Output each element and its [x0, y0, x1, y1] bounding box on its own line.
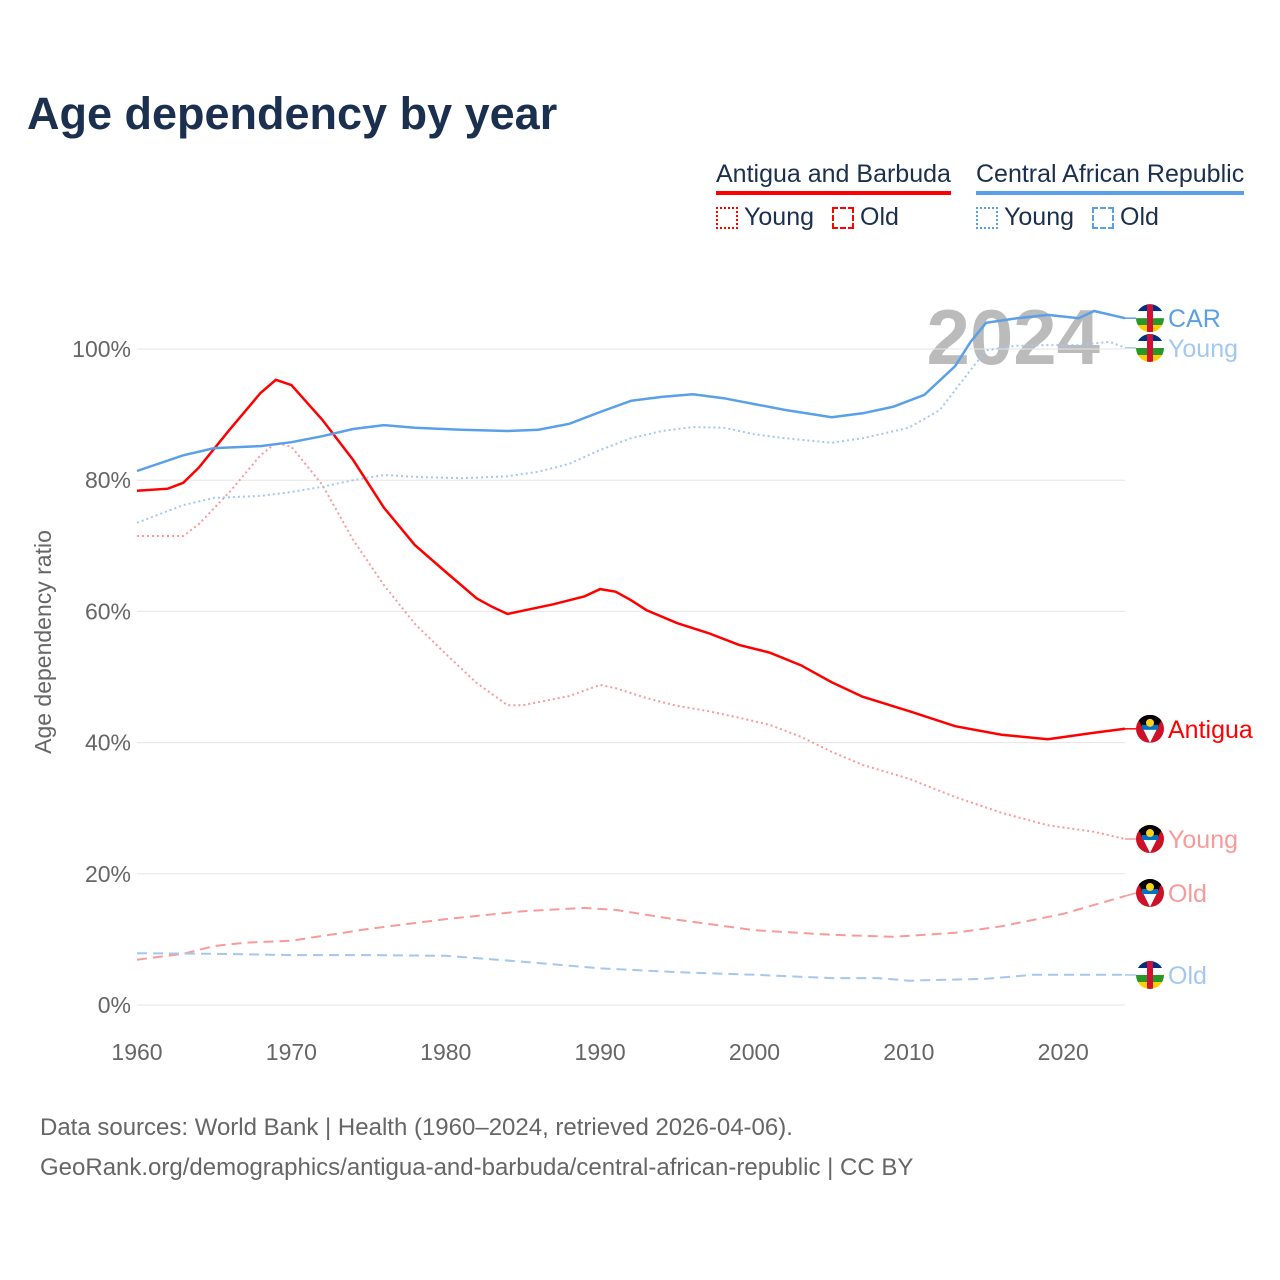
x-tick-label: 2010	[883, 1039, 934, 1065]
legend-item-old[interactable]: Old	[832, 203, 899, 232]
dotted-swatch-icon	[716, 206, 738, 229]
y-axis-label: Age dependency ratio	[30, 530, 56, 754]
y-tick-label: 100%	[72, 336, 131, 362]
legend-title: Antigua and Barbuda	[716, 160, 951, 195]
y-tick-label: 20%	[85, 861, 131, 887]
legend-label: Old	[860, 203, 899, 231]
series-line-atg-young	[137, 441, 1126, 840]
car-flag-icon	[1136, 334, 1164, 362]
legend-label: Young	[744, 203, 814, 231]
legend-car[interactable]: Central African Republic Young Old	[976, 160, 1245, 232]
car-flag-icon	[1136, 961, 1164, 989]
dashed-swatch-icon	[832, 206, 854, 229]
antigua-flag-icon	[1136, 714, 1164, 743]
car-flag-icon	[1136, 304, 1164, 333]
end-label-atg-total: Antigua	[1168, 716, 1253, 744]
series-line-caf-old	[136, 952, 1125, 982]
dotted-swatch-icon	[976, 206, 998, 229]
y-tick-label: 40%	[85, 730, 131, 756]
end-label-caf-old: Old	[1168, 962, 1207, 990]
dashed-swatch-icon	[1092, 206, 1114, 229]
leader-line	[1124, 892, 1137, 897]
legend-item-young[interactable]: Young	[976, 203, 1074, 232]
x-tick-label: 2000	[729, 1039, 780, 1065]
x-tick-label: 2020	[1038, 1039, 1089, 1065]
antigua-flag-icon	[1136, 879, 1164, 907]
y-tick-label: 80%	[85, 467, 131, 493]
legend-title: Central African Republic	[976, 160, 1245, 195]
footer: Data sources: World Bank | Health (1960–…	[40, 1108, 913, 1188]
x-tick-label: 1990	[575, 1039, 626, 1065]
end-label-atg-old: Old	[1168, 880, 1207, 908]
legend-item-young[interactable]: Young	[716, 203, 814, 232]
x-tick-label: 1960	[111, 1039, 162, 1065]
series-line-atg-total	[136, 378, 1126, 741]
y-tick-label: 0%	[98, 992, 131, 1018]
legend-item-old[interactable]: Old	[1092, 203, 1159, 232]
legend-label: Young	[1004, 203, 1074, 231]
legend-label: Old	[1120, 203, 1159, 231]
legend-antigua[interactable]: Antigua and Barbuda Young Old	[716, 160, 951, 232]
series-line-caf-young	[136, 340, 1126, 524]
end-label-caf-young: Young	[1168, 335, 1238, 363]
end-label-atg-young: Young	[1168, 826, 1238, 854]
page-title: Age dependency by year	[27, 88, 558, 139]
end-label-caf-total: CAR	[1168, 305, 1221, 333]
series-line-caf-total	[136, 309, 1126, 473]
x-tick-label: 1970	[266, 1039, 317, 1065]
source-link[interactable]: GeoRank.org/demographics/antigua-and-bar…	[40, 1154, 914, 1181]
series-line-atg-old	[136, 895, 1126, 961]
x-tick-label: 1980	[420, 1039, 471, 1065]
antigua-flag-icon	[1136, 825, 1164, 854]
y-tick-label: 60%	[85, 598, 131, 624]
data-source-text: Data sources: World Bank | Health (1960–…	[40, 1114, 793, 1141]
